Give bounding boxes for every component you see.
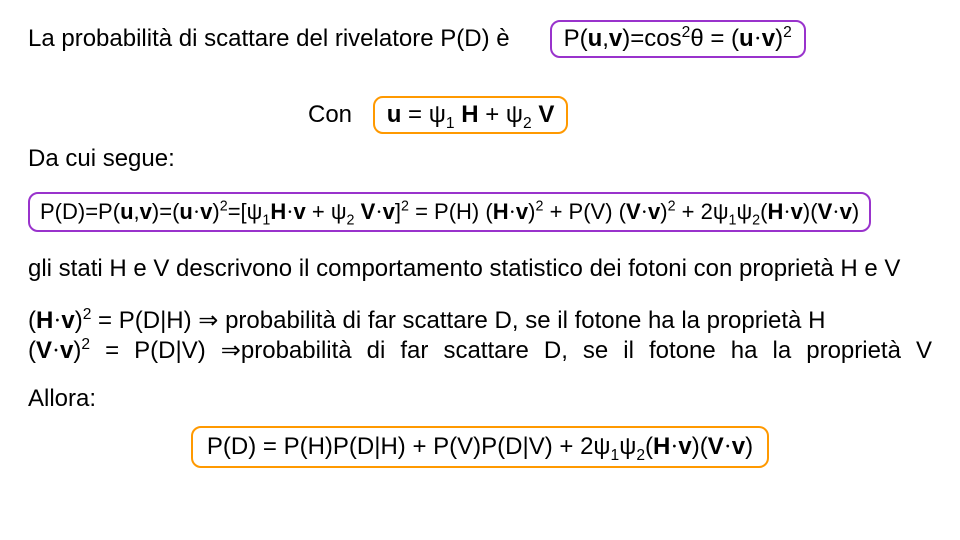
formula-box-pd-expansion: P(D)=P(u,v)=(u·v)2=[ψ1H·v + ψ2 V·v]2 = P… — [28, 192, 871, 232]
intro-text: La probabilità di scattare del rivelator… — [28, 24, 510, 54]
hv-line-h: (H·v)2 = P(D|H) ⇒ probabilità di far sca… — [28, 306, 932, 336]
hv-line-v: (V·v)2 = P(D|V) ⇒probabilità di far scat… — [28, 336, 932, 366]
da-cui-segue: Da cui segue: — [28, 144, 932, 174]
description-text: gli stati H e V descrivono il comportame… — [28, 254, 932, 284]
formula-box-final: P(D) = P(H)P(D|H) + P(V)P(D|V) + 2ψ1ψ2(H… — [191, 426, 769, 468]
allora-label: Allora: — [28, 384, 932, 414]
con-label: Con — [308, 101, 352, 128]
formula-box-puv: P(u,v)=cos2θ = (u·v)2 — [550, 20, 806, 58]
formula-box-u: u = ψ1 H + ψ2 V — [373, 96, 569, 134]
